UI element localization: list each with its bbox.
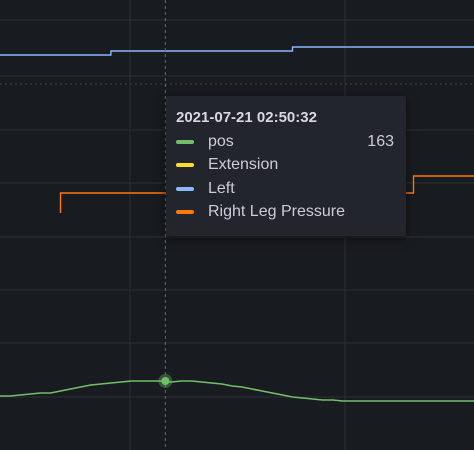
tooltip-series-value: 163 [367, 132, 394, 150]
hover-layer [158, 0, 173, 450]
tooltip-row-right-leg-pressure: Right Leg Pressure [176, 201, 396, 225]
tooltip-row-extension: Extension [176, 154, 396, 178]
tooltip-series-name: Right Leg Pressure [208, 203, 345, 221]
series-line-left [0, 46, 474, 56]
series-color-swatch [176, 186, 194, 191]
series-line-pos [0, 380, 474, 402]
tooltip-series-name: Extension [208, 156, 279, 174]
tooltip-row-left: Left [176, 177, 396, 201]
tooltip-time: 2021-07-21 02:50:32 [176, 109, 317, 126]
series-color-swatch [176, 163, 194, 168]
hover-point [161, 377, 170, 385]
series-color-swatch [176, 210, 194, 215]
hover-tooltip: 2021-07-21 02:50:32 pos 163 Extension Le… [166, 96, 406, 236]
series-color-swatch [176, 139, 194, 144]
tooltip-series-name: Left [208, 179, 235, 197]
tooltip-row-pos: pos 163 [176, 130, 396, 154]
tooltip-series-name: pos [208, 132, 234, 150]
